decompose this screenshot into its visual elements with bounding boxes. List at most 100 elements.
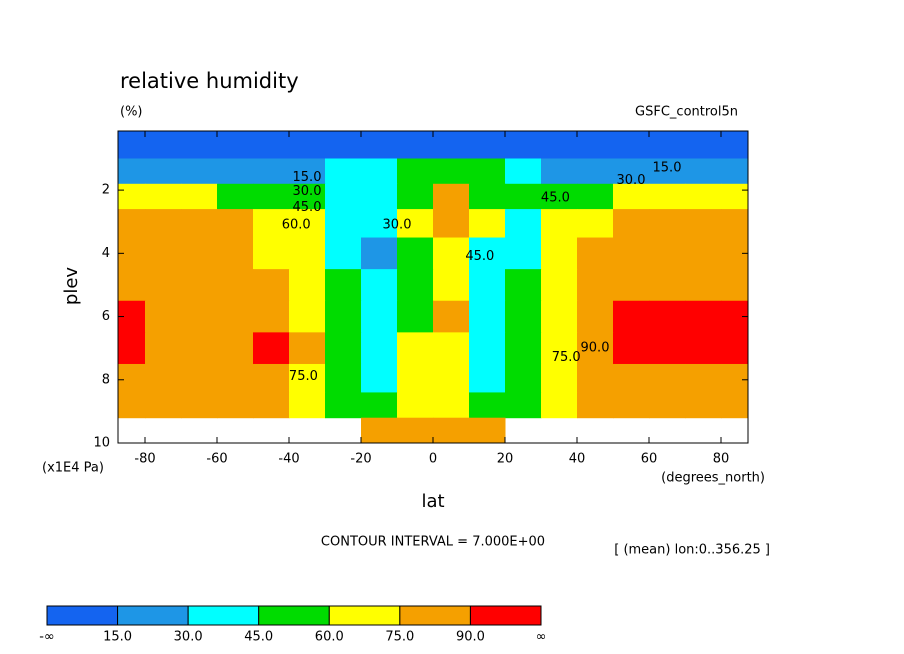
contour-cell (397, 183, 434, 210)
colorbar-label: 45.0 (244, 630, 273, 645)
x-tick-label: -20 (350, 452, 371, 467)
x-tick-label: -60 (206, 452, 227, 467)
contour-cell (649, 392, 686, 419)
contour-cell (253, 269, 290, 302)
contour-cell (433, 392, 470, 419)
contour-cell (181, 183, 218, 210)
contour-cell (577, 131, 614, 160)
contour-label: 30.0 (383, 217, 412, 232)
contour-cell (649, 237, 686, 270)
contour-cell (613, 131, 650, 160)
contour-cell (217, 158, 254, 185)
contour-cell (397, 131, 434, 160)
contour-label: 15.0 (293, 170, 322, 185)
contour-cell (541, 131, 578, 160)
contour-cell (145, 131, 182, 160)
contour-cell (217, 209, 254, 239)
contour-label: 60.0 (282, 217, 311, 232)
colorbar-box (46, 605, 119, 626)
contour-cell (181, 392, 218, 419)
contour-cell (145, 300, 182, 333)
y-tick-label: 2 (102, 183, 110, 198)
contour-cell (325, 363, 362, 393)
contour-cell (289, 363, 326, 393)
colorbar-label: 60.0 (315, 630, 344, 645)
contour-cell (721, 363, 749, 393)
contour-cell (253, 300, 290, 333)
x-axis-label: lat (421, 491, 444, 512)
dataset: GSFC_control5n (635, 105, 738, 120)
x-tick-label: 80 (713, 452, 730, 467)
contour-cell (397, 392, 434, 419)
contour-cell (649, 269, 686, 302)
contour-cell (685, 300, 722, 333)
contour-cell (613, 183, 650, 210)
contour-cell (469, 158, 506, 185)
x-tick-label: 60 (641, 452, 658, 467)
contour-cell (685, 392, 722, 419)
contour-cell (649, 332, 686, 365)
contour-cell (613, 363, 650, 393)
contour-cell (649, 209, 686, 239)
contour-cell (181, 158, 218, 185)
contour-cell (181, 363, 218, 393)
contour-label: 45.0 (293, 200, 322, 215)
contour-cell (433, 417, 470, 444)
contour-cell (289, 131, 326, 160)
contour-cell (217, 363, 254, 393)
contour-label: 30.0 (617, 173, 646, 188)
contour-cell (577, 392, 614, 419)
contour-cell (433, 209, 470, 239)
contour-cell (289, 269, 326, 302)
contour-cell (469, 332, 506, 365)
contour-cell (505, 158, 542, 185)
colorbar-label: 30.0 (174, 630, 203, 645)
contour-cell (181, 332, 218, 365)
contour-cell (721, 158, 749, 185)
contour-cell (397, 269, 434, 302)
contour-cell (721, 183, 749, 210)
contour-cell (613, 237, 650, 270)
x-tick-label: -40 (278, 452, 299, 467)
contour-cell (361, 300, 398, 333)
contour-cell (325, 183, 362, 210)
contour-cell (253, 332, 290, 365)
contour-cell (145, 158, 182, 185)
x-units: (degrees_north) (661, 471, 765, 486)
colorbar-box (469, 605, 542, 626)
contour-cell (541, 237, 578, 270)
contour-cell (613, 269, 650, 302)
contour-cell (325, 300, 362, 333)
contour-cell (397, 417, 434, 444)
colorbar-box (328, 605, 401, 626)
contour-cell (118, 131, 146, 160)
contour-cell (577, 158, 614, 185)
contour-cell (577, 209, 614, 239)
contour-cell (613, 158, 650, 185)
contour-cell (253, 158, 290, 185)
contour-cell (469, 237, 506, 270)
contour-cell (541, 158, 578, 185)
colorbar-label: ∞ (536, 630, 547, 645)
colorbar-label: -∞ (39, 630, 55, 645)
contour-cell (361, 417, 398, 444)
contour-cell (397, 363, 434, 393)
contour-cell (289, 237, 326, 270)
contour-cell (253, 363, 290, 393)
contour-cell (361, 131, 398, 160)
contour-cell (145, 269, 182, 302)
contour-cell (397, 300, 434, 333)
contour-cell (577, 237, 614, 270)
contour-cell (685, 363, 722, 393)
contour-cell (649, 158, 686, 185)
contour-cell (325, 209, 362, 239)
contour-cell (541, 209, 578, 239)
contour-cell (361, 158, 398, 185)
contour-cell (433, 237, 470, 270)
y-tick-label: 6 (102, 309, 110, 324)
colorbar-box (399, 605, 471, 626)
contour-cell (361, 183, 398, 210)
contour-cell (289, 300, 326, 333)
contour-cell (433, 183, 470, 210)
x-tick-label: 0 (429, 452, 437, 467)
